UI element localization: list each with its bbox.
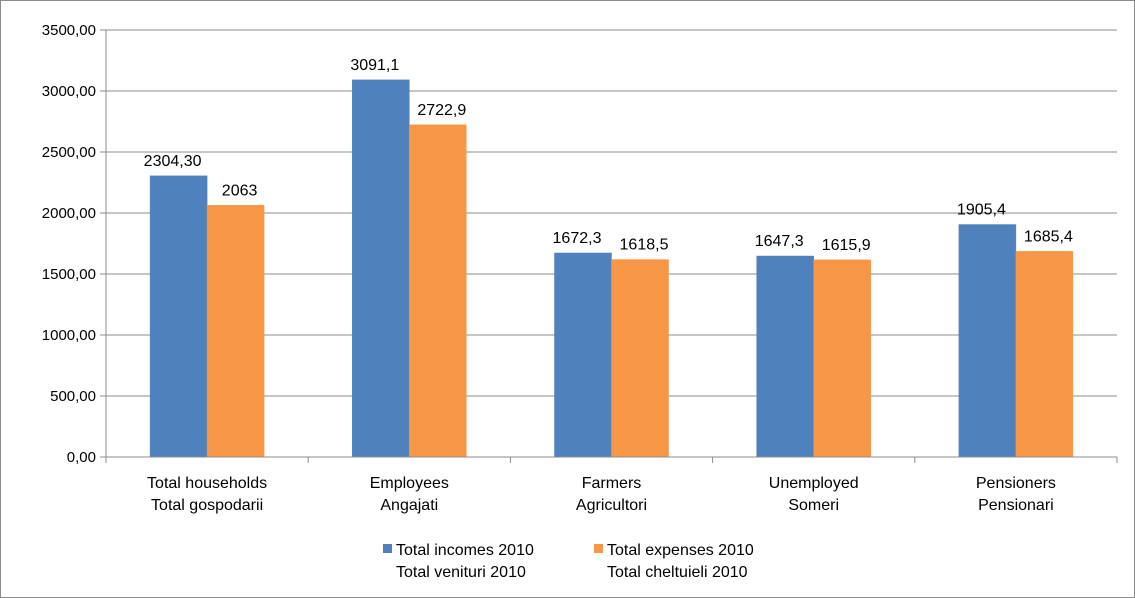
legend-swatch-1 xyxy=(594,544,603,553)
bar-series1-cat1 xyxy=(409,124,467,458)
legend-label-1-line0: Total expenses 2010 xyxy=(607,542,754,559)
legend-swatch-0 xyxy=(383,544,392,553)
data-label-series0-cat2: 1672,3 xyxy=(553,230,602,247)
category-label-0-line1: Total gospodarii xyxy=(151,497,263,514)
bars xyxy=(149,79,1074,458)
legend: Total incomes 2010 Total venituri 2010 Tot… xyxy=(383,542,754,581)
y-tick-label-2: 1000,00 xyxy=(42,327,96,344)
legend-label-0-line0: Total incomes 2010 xyxy=(396,542,534,559)
data-labels: 2304,30 2063 3091,1 2722,9 1672,3 1618,5 1647,… xyxy=(144,57,1073,254)
bar-series1-cat3 xyxy=(813,259,871,458)
category-label-1-line0: Employees xyxy=(370,475,449,492)
y-tick-label-3: 1500,00 xyxy=(42,266,96,283)
category-label-2-line1: Agricultori xyxy=(576,497,647,514)
y-tick-label-0: 0,00 xyxy=(67,449,96,466)
bar-series0-cat1 xyxy=(352,79,410,458)
data-label-series0-cat3: 1647,3 xyxy=(755,233,804,250)
data-label-series1-cat1: 2722,9 xyxy=(417,102,466,119)
bar-series1-cat4 xyxy=(1015,251,1074,458)
bar-series0-cat2 xyxy=(554,252,612,458)
bar-series0-cat3 xyxy=(756,255,814,458)
y-tick-label-4: 2000,00 xyxy=(42,205,96,222)
category-label-4-line1: Pensionari xyxy=(978,497,1054,514)
bar-series1-cat2 xyxy=(611,259,669,458)
data-label-series0-cat1: 3091,1 xyxy=(350,57,399,74)
y-tick-label-5: 2500,00 xyxy=(42,144,96,161)
category-label-3-line1: Someri xyxy=(788,497,839,514)
legend-label-0-line1: Total venituri 2010 xyxy=(396,564,526,581)
category-label-2-line0: Farmers xyxy=(582,475,642,492)
y-tick-label-6: 3000,00 xyxy=(42,83,96,100)
legend-label-1-line1: Total cheltuieli 2010 xyxy=(607,564,748,581)
data-label-series0-cat0: 2304,30 xyxy=(144,153,202,170)
data-label-series0-cat4: 1905,4 xyxy=(957,202,1006,219)
data-label-series1-cat4: 1685,4 xyxy=(1024,228,1073,245)
category-label-0-line0: Total households xyxy=(147,475,267,492)
category-label-3-line0: Unemployed xyxy=(769,475,859,492)
category-label-1-line1: Angajati xyxy=(380,497,438,514)
data-label-series1-cat3: 1615,9 xyxy=(822,237,871,254)
category-label-4-line0: Pensioners xyxy=(976,475,1056,492)
grid-lines xyxy=(106,29,1117,397)
x-axis-categories: Total households Total gospodarii Employee… xyxy=(105,457,1118,514)
y-tick-label-7: 3500,00 xyxy=(42,22,96,39)
bar-series1-cat0 xyxy=(206,205,265,458)
axes xyxy=(105,30,1117,458)
y-tick-label-1: 500,00 xyxy=(50,388,96,405)
y-axis-ticks: 0,00 500,00 1000,00 1500,00 2000,00 2500,00 30… xyxy=(42,22,106,466)
bar-series0-cat0 xyxy=(149,175,208,458)
bar-series0-cat4 xyxy=(958,224,1017,458)
data-label-series1-cat0: 2063 xyxy=(222,182,258,199)
data-label-series1-cat2: 1618,5 xyxy=(620,237,669,254)
